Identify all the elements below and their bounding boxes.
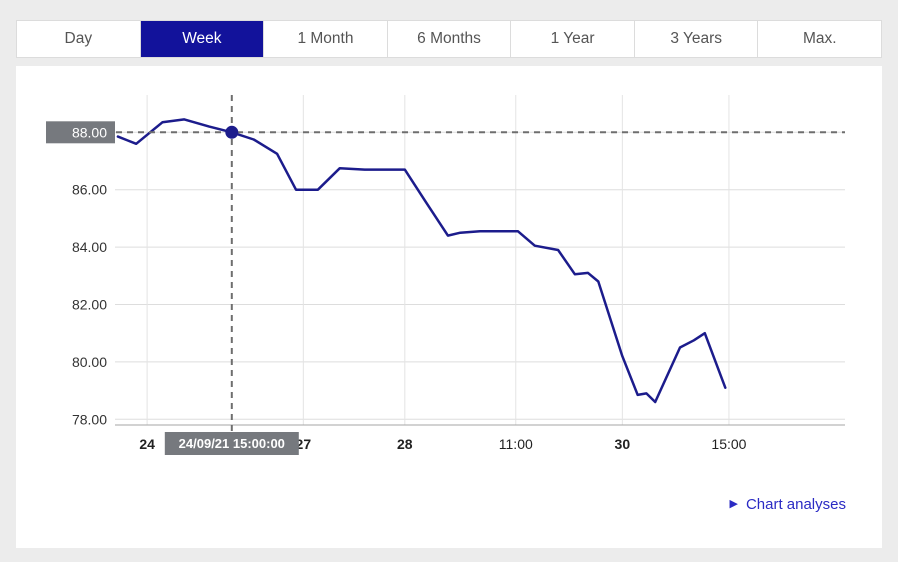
chart-analyses-label: Chart analyses — [745, 496, 846, 513]
play-arrow-icon: ▶ — [729, 498, 738, 510]
x-axis-label: 28 — [397, 436, 413, 452]
y-axis-label: 80.00 — [72, 354, 107, 370]
x-axis-label: 15:00 — [711, 436, 746, 452]
x-axis-label: 24 — [139, 436, 155, 452]
y-axis-label: 84.00 — [72, 239, 107, 255]
x-axis-label: 30 — [615, 436, 631, 452]
chart-card: 78.00 80.00 82.00 84.00 86.00 24 27 28 11:00 30 15… — [16, 66, 882, 548]
x-axis-label: 27 — [296, 436, 312, 452]
tab-1-month[interactable]: 1 Month — [264, 21, 388, 57]
y-axis-label: 86.00 — [72, 182, 107, 198]
crosshair-dot — [225, 125, 239, 139]
y-value-highlight-label: 88.00 — [72, 124, 107, 140]
x-axis-label: 11:00 — [499, 436, 533, 452]
price-chart-svg[interactable]: 78.00 80.00 82.00 84.00 86.00 24 27 28 11:00 30 15… — [16, 66, 882, 466]
tab-week[interactable]: Week — [140, 21, 265, 57]
crosshair-tooltip-bg — [164, 432, 299, 455]
y-axis-label: 82.00 — [72, 296, 107, 312]
y-value-highlight-bg — [46, 121, 115, 144]
chart-analyses-link[interactable]: ▶ Chart analyses — [729, 496, 846, 513]
y-axis-label: 78.00 — [72, 411, 107, 427]
tab-max[interactable]: Max. — [758, 21, 882, 57]
price-line — [116, 118, 727, 404]
footer-link-row: ▶ Chart analyses — [729, 494, 846, 513]
crosshair-tooltip-label: 24/09/21 15:00:00 — [179, 436, 285, 451]
tab-3-years[interactable]: 3 Years — [634, 21, 759, 57]
tab-1-year[interactable]: 1 Year — [511, 21, 635, 57]
period-tabs: Day Week 1 Month 6 Months 1 Year 3 Years Max. — [16, 20, 882, 58]
tab-6-months[interactable]: 6 Months — [387, 21, 512, 57]
tab-day[interactable]: Day — [17, 21, 141, 57]
